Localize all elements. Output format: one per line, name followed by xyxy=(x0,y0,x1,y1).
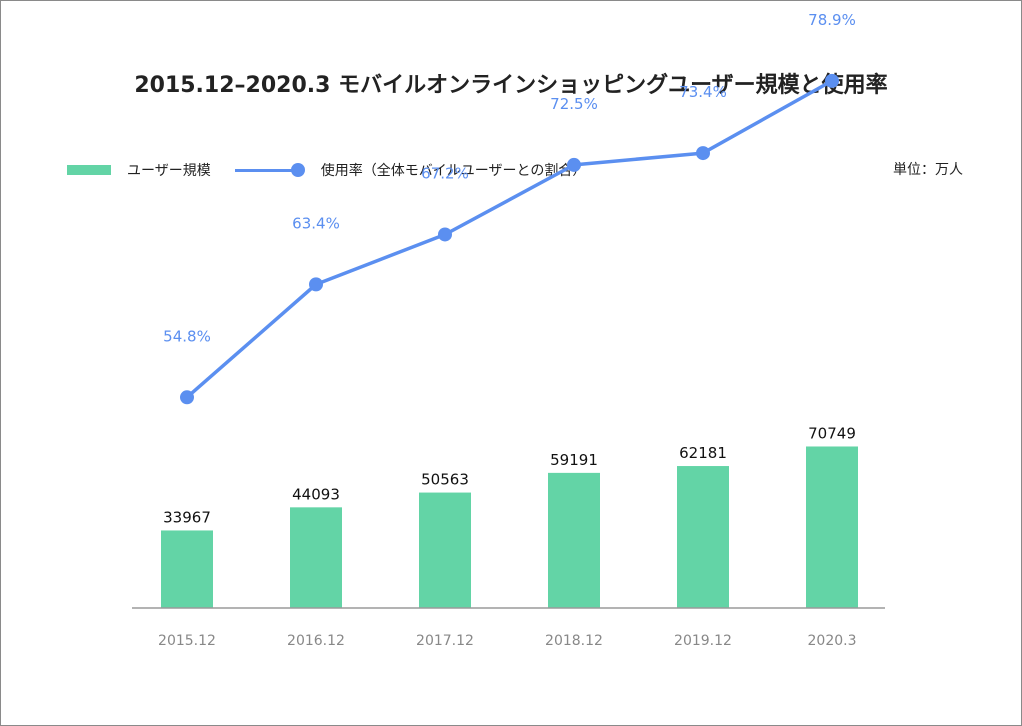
x-tick-label: 2019.12 xyxy=(674,633,732,649)
bar-value-label: 70749 xyxy=(808,424,856,442)
unit-label: 単位：万人 xyxy=(893,162,963,178)
legend-label-users: ユーザー規模 xyxy=(127,163,211,179)
rate-point-2020.3 xyxy=(825,73,839,88)
bar-2015.12 xyxy=(161,530,213,608)
rate-line xyxy=(185,79,833,399)
x-tick-label: 2020.3 xyxy=(808,633,857,649)
rate-value-label: 78.9% xyxy=(808,11,856,29)
rate-value-label: 67.2% xyxy=(421,164,469,182)
rate-point-2019.12 xyxy=(696,146,710,161)
legend-bar-swatch xyxy=(67,165,111,175)
bar-2018.12 xyxy=(548,472,600,608)
bar-2017.12 xyxy=(419,492,471,608)
bar-value-label: 62181 xyxy=(679,444,727,462)
rate-point-2015.12 xyxy=(180,390,194,405)
x-tick-label: 2018.12 xyxy=(545,633,603,649)
bar-value-label: 33967 xyxy=(163,508,211,526)
rate-value-label: 54.8% xyxy=(163,327,211,345)
bar-2020.3 xyxy=(806,446,858,608)
bar-value-label: 50563 xyxy=(421,471,469,489)
bar-2019.12 xyxy=(677,466,729,608)
rate-value-label: 63.4% xyxy=(292,214,340,232)
x-tick-label: 2015.12 xyxy=(158,633,216,649)
legend-label-rate: 使用率（全体モバイルユーザーとの割合） xyxy=(320,163,587,179)
bar-value-label: 59191 xyxy=(550,451,598,469)
bar-value-label: 44093 xyxy=(292,485,340,503)
legend: ユーザー規模 使用率（全体モバイルユーザーとの割合） xyxy=(67,159,586,181)
rate-value-label: 72.5% xyxy=(550,95,598,113)
legend-line-swatch xyxy=(234,163,305,177)
x-tick-label: 2017.12 xyxy=(416,633,474,649)
rate-point-2018.12 xyxy=(567,157,581,172)
rate-value-label: 73.4% xyxy=(679,83,727,101)
x-tick-label: 2016.12 xyxy=(287,633,345,649)
rate-point-2017.12 xyxy=(438,227,452,242)
rate-point-2016.12 xyxy=(309,277,323,292)
bar-2016.12 xyxy=(290,507,342,608)
chart-title: 2015.12–2020.3 モバイルオンラインショッピングユーザー規模と使用率 xyxy=(134,73,888,98)
